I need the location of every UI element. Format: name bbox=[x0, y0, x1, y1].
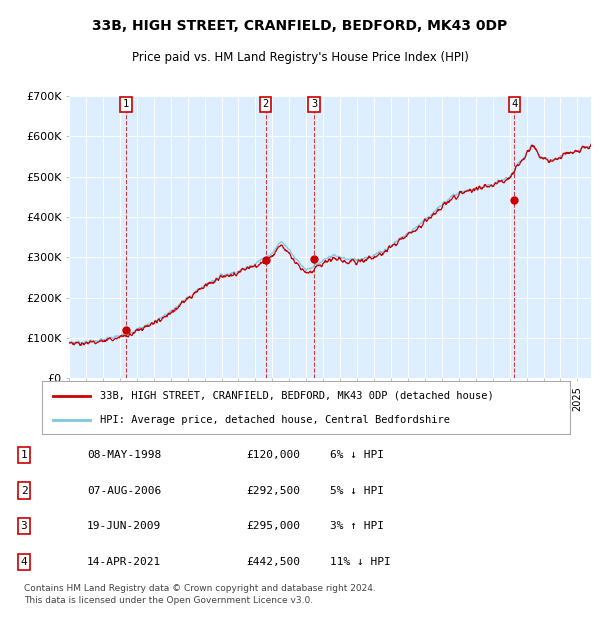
Text: 33B, HIGH STREET, CRANFIELD, BEDFORD, MK43 0DP (detached house): 33B, HIGH STREET, CRANFIELD, BEDFORD, MK… bbox=[100, 391, 494, 401]
Text: 14-APR-2021: 14-APR-2021 bbox=[87, 557, 161, 567]
Text: 1: 1 bbox=[122, 99, 129, 109]
Text: 2: 2 bbox=[20, 485, 28, 495]
Text: £292,500: £292,500 bbox=[246, 485, 300, 495]
Text: 4: 4 bbox=[20, 557, 28, 567]
Text: Price paid vs. HM Land Registry's House Price Index (HPI): Price paid vs. HM Land Registry's House … bbox=[131, 51, 469, 64]
Text: 19-JUN-2009: 19-JUN-2009 bbox=[87, 521, 161, 531]
Text: 4: 4 bbox=[511, 99, 518, 109]
Text: 33B, HIGH STREET, CRANFIELD, BEDFORD, MK43 0DP: 33B, HIGH STREET, CRANFIELD, BEDFORD, MK… bbox=[92, 19, 508, 33]
Text: £442,500: £442,500 bbox=[246, 557, 300, 567]
Text: 3: 3 bbox=[311, 99, 317, 109]
Text: 6% ↓ HPI: 6% ↓ HPI bbox=[330, 450, 384, 460]
Text: 07-AUG-2006: 07-AUG-2006 bbox=[87, 485, 161, 495]
Text: Contains HM Land Registry data © Crown copyright and database right 2024.: Contains HM Land Registry data © Crown c… bbox=[24, 584, 376, 593]
Text: £295,000: £295,000 bbox=[246, 521, 300, 531]
Text: This data is licensed under the Open Government Licence v3.0.: This data is licensed under the Open Gov… bbox=[24, 596, 313, 605]
Text: £120,000: £120,000 bbox=[246, 450, 300, 460]
Text: HPI: Average price, detached house, Central Bedfordshire: HPI: Average price, detached house, Cent… bbox=[100, 415, 450, 425]
Text: 3% ↑ HPI: 3% ↑ HPI bbox=[330, 521, 384, 531]
Text: 2: 2 bbox=[262, 99, 269, 109]
Text: 1: 1 bbox=[20, 450, 28, 460]
Text: 08-MAY-1998: 08-MAY-1998 bbox=[87, 450, 161, 460]
Text: 11% ↓ HPI: 11% ↓ HPI bbox=[330, 557, 391, 567]
Text: 5% ↓ HPI: 5% ↓ HPI bbox=[330, 485, 384, 495]
Text: 3: 3 bbox=[20, 521, 28, 531]
